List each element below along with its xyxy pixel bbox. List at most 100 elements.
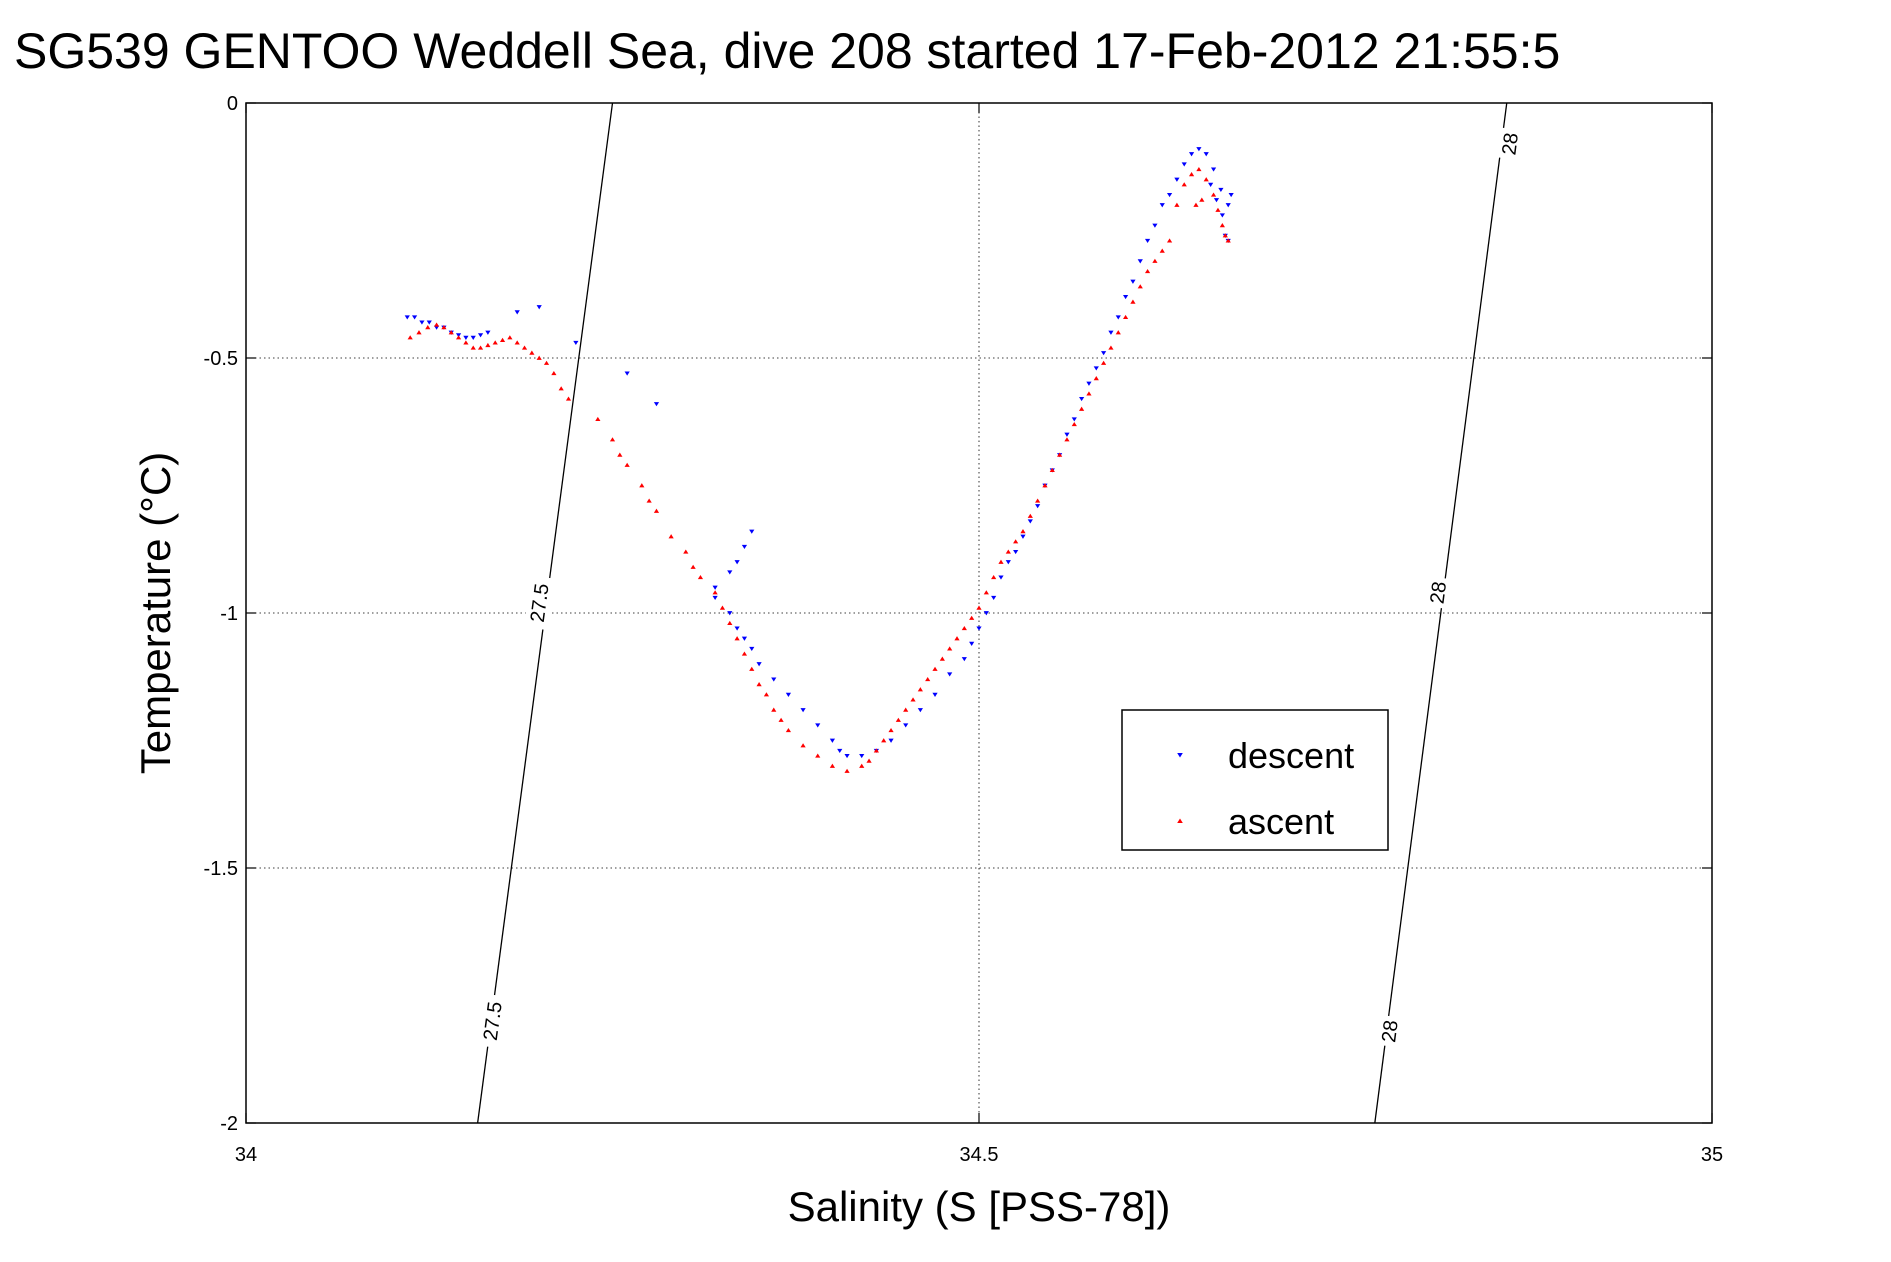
ascent-point <box>441 325 447 330</box>
descent-legend-label: descent <box>1228 735 1354 776</box>
descent-point <box>1225 203 1231 208</box>
y-tick-label: -2 <box>220 1113 238 1135</box>
ascent-point <box>448 330 454 335</box>
ascent-point <box>639 483 645 488</box>
descent-point <box>712 595 718 601</box>
descent-point <box>756 662 762 667</box>
ascent-point <box>815 753 821 758</box>
contour-label-group: 28 <box>1375 1014 1404 1048</box>
ascent-point <box>829 763 835 768</box>
descent-point <box>983 611 989 616</box>
ascent-point <box>1057 452 1063 457</box>
x-axis-label: Salinity (S [PSS-78]) <box>788 1183 1171 1230</box>
descent-point <box>859 753 865 759</box>
descent-point <box>426 320 432 325</box>
ascent-point <box>617 452 623 457</box>
ascent-point <box>1225 238 1231 243</box>
chart-title: SG539 GENTOO Weddell Sea, dive 208 start… <box>14 23 1560 79</box>
ascent-legend-label: ascent <box>1228 801 1334 842</box>
descent-point <box>1013 549 1019 555</box>
ascent-point <box>529 350 535 355</box>
ascent-point <box>1027 513 1033 518</box>
descent-point <box>624 371 630 376</box>
ascent-point <box>697 574 704 580</box>
descent-point <box>734 560 740 565</box>
contour-label-group: 27.5 <box>523 575 555 631</box>
ascent-point <box>1193 202 1199 207</box>
ascent-point <box>1101 360 1107 365</box>
y-tick-label: -0.5 <box>204 348 238 370</box>
ascent-point <box>947 646 953 651</box>
ascent-point <box>543 360 550 365</box>
ascent-point <box>932 666 938 671</box>
descent-point <box>727 611 733 616</box>
ascent-point <box>507 335 513 340</box>
ascent-point <box>485 342 491 348</box>
descent-point <box>976 626 982 631</box>
contour-label-background <box>523 575 555 631</box>
descent-point <box>573 340 579 346</box>
descent-point <box>1181 162 1187 167</box>
ascent-point <box>514 340 520 345</box>
axis-ticks: 34 34.5 35 0 -0.5 -1 -1.5 -2 <box>204 93 1724 1166</box>
ascent-point <box>1215 207 1221 212</box>
ascent-point <box>749 666 755 671</box>
ascent-point <box>536 355 542 360</box>
descent-point <box>653 402 660 407</box>
ascent-point <box>1064 437 1070 442</box>
descent-point <box>1188 152 1195 157</box>
descent-point <box>815 723 821 728</box>
contour-label: 28 <box>1378 1019 1403 1044</box>
ascent-point <box>1020 529 1026 534</box>
ascent-point <box>727 620 733 626</box>
descent-point <box>463 335 469 340</box>
descent-point <box>837 748 843 754</box>
descent-point <box>800 708 806 713</box>
contour-label: 27.5 <box>480 1000 507 1041</box>
descent-point <box>1166 192 1173 198</box>
ascent-point <box>1013 539 1019 544</box>
descent-point <box>1108 330 1114 335</box>
ascent-point <box>873 748 879 753</box>
ascent-point <box>991 574 997 580</box>
ascent-point <box>1181 182 1187 187</box>
ascent-point <box>1108 345 1114 350</box>
ascent-point <box>455 335 462 340</box>
descent-point <box>419 320 425 325</box>
descent-series <box>404 147 1234 759</box>
ascent-point <box>1203 177 1209 182</box>
descent-point <box>1219 213 1225 218</box>
descent-point <box>1174 177 1180 182</box>
descent-point <box>477 333 484 338</box>
ascent-point <box>1159 248 1165 253</box>
ascent-point <box>1219 223 1225 228</box>
ascent-point <box>558 386 564 391</box>
descent-point <box>1152 223 1158 228</box>
ascent-point <box>1086 391 1092 396</box>
ascent-point <box>954 636 960 641</box>
contour-label-group: 27.5 <box>476 993 508 1049</box>
descent-point <box>1196 147 1202 152</box>
descent-point <box>470 335 476 340</box>
descent-point <box>1064 432 1070 437</box>
descent-point <box>932 692 938 697</box>
descent-point <box>771 677 777 682</box>
descent-point <box>1159 203 1165 208</box>
descent-point <box>947 672 953 677</box>
ascent-point <box>416 330 422 335</box>
contour-label-group: 28 <box>1424 576 1452 610</box>
ascent-point <box>653 508 660 513</box>
descent-point <box>961 657 967 662</box>
descent-point <box>1123 294 1129 300</box>
x-tick-label: 35 <box>1701 1144 1723 1166</box>
ascent-point <box>903 707 909 712</box>
ascent-point <box>961 625 967 631</box>
ascent-point <box>1123 314 1129 320</box>
y-tick-label: 0 <box>227 93 238 115</box>
ascent-point <box>983 590 989 595</box>
ascent-point <box>1166 238 1173 243</box>
descent-point <box>1035 504 1041 509</box>
descent-point <box>829 738 835 743</box>
descent-point <box>1213 198 1220 203</box>
legend-box <box>1121 709 1389 851</box>
